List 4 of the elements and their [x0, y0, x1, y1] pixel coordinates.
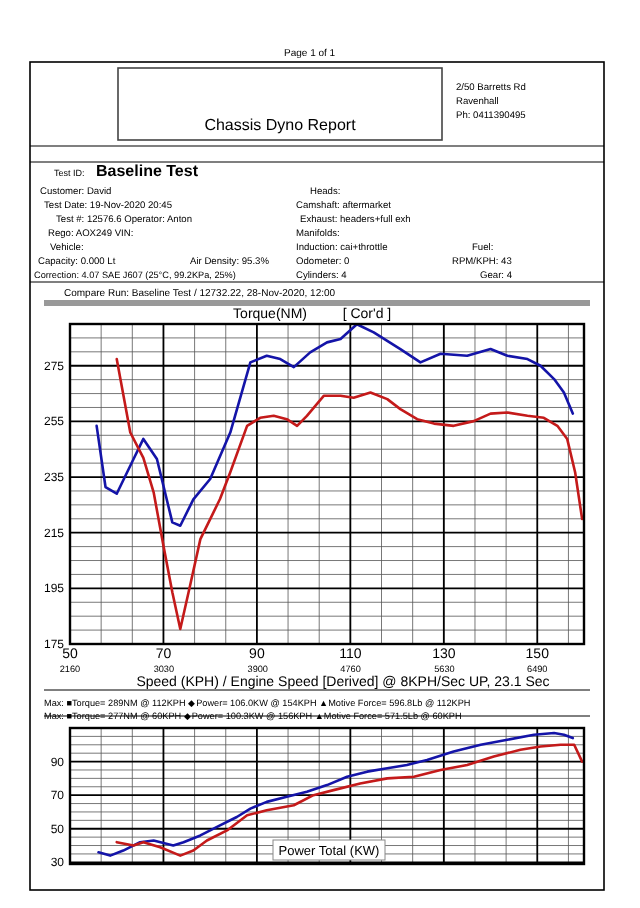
text: Baseline Test — [96, 162, 199, 180]
line-series — [115, 357, 584, 631]
text: Chassis Dyno Report — [204, 116, 358, 134]
line-series — [95, 322, 575, 528]
